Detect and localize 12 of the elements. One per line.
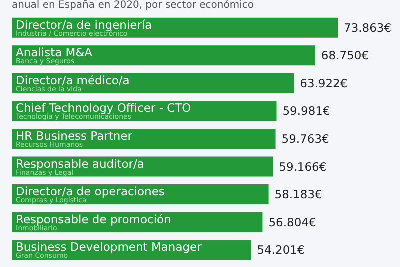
data-label: 59.166€ [279, 160, 327, 174]
data-label: 54.201€ [257, 243, 305, 258]
bar [12, 46, 316, 66]
data-label: 63.922€ [300, 76, 348, 90]
data-label: 68.750€ [321, 48, 369, 63]
bar [12, 73, 294, 94]
data-label: 59.763€ [282, 132, 330, 146]
data-label: 56.804€ [268, 215, 316, 230]
chart-subtitle: anual en España en 2020, por sector económico [12, 0, 254, 11]
data-label: 59.981€ [282, 104, 330, 118]
data-label: 58.183€ [274, 188, 322, 202]
data-label: 73.863€ [344, 20, 392, 35]
